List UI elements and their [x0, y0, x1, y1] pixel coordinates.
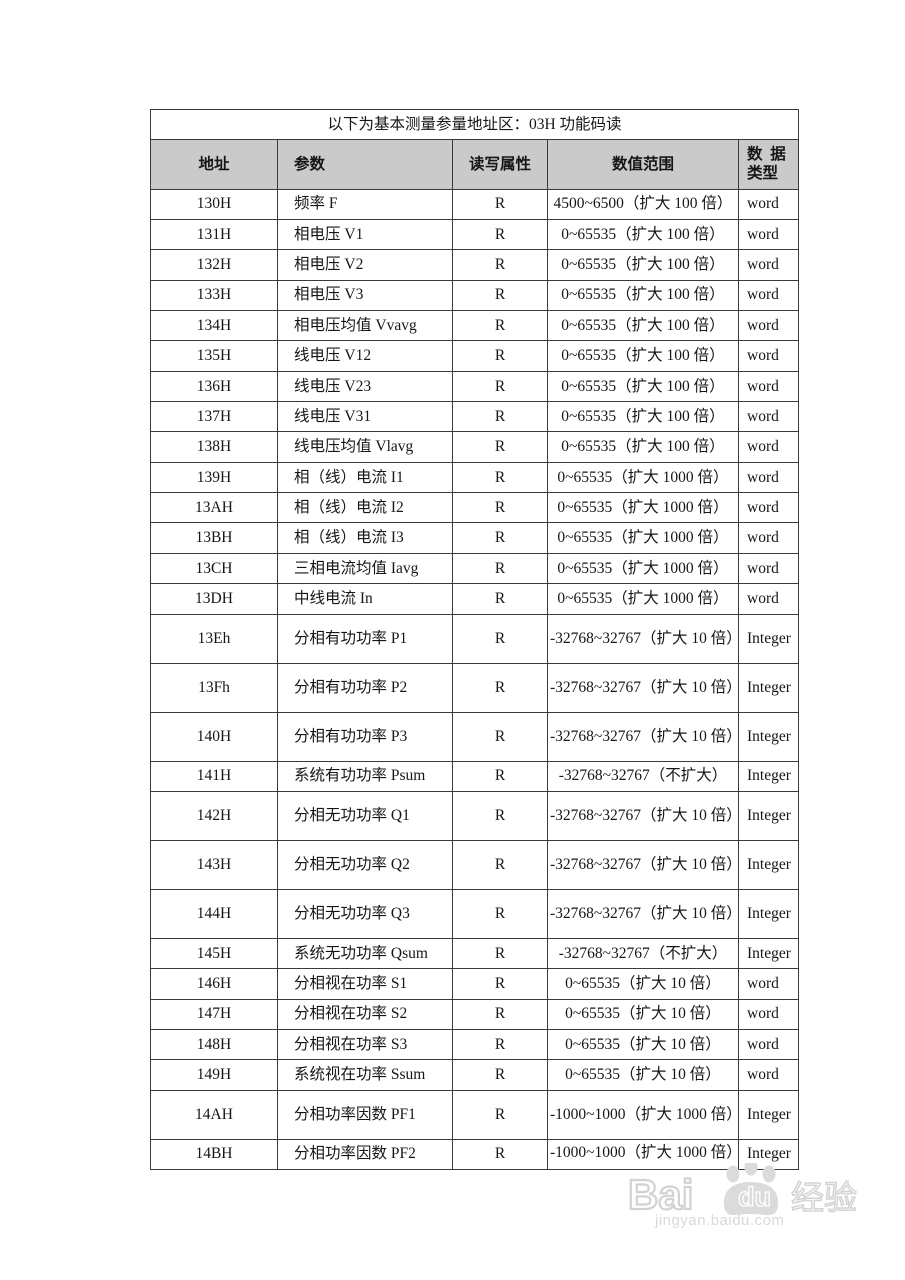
svg-text:经验: 经验: [791, 1180, 857, 1217]
svg-text:du: du: [738, 1182, 771, 1212]
svg-text:Bai: Bai: [628, 1171, 693, 1218]
